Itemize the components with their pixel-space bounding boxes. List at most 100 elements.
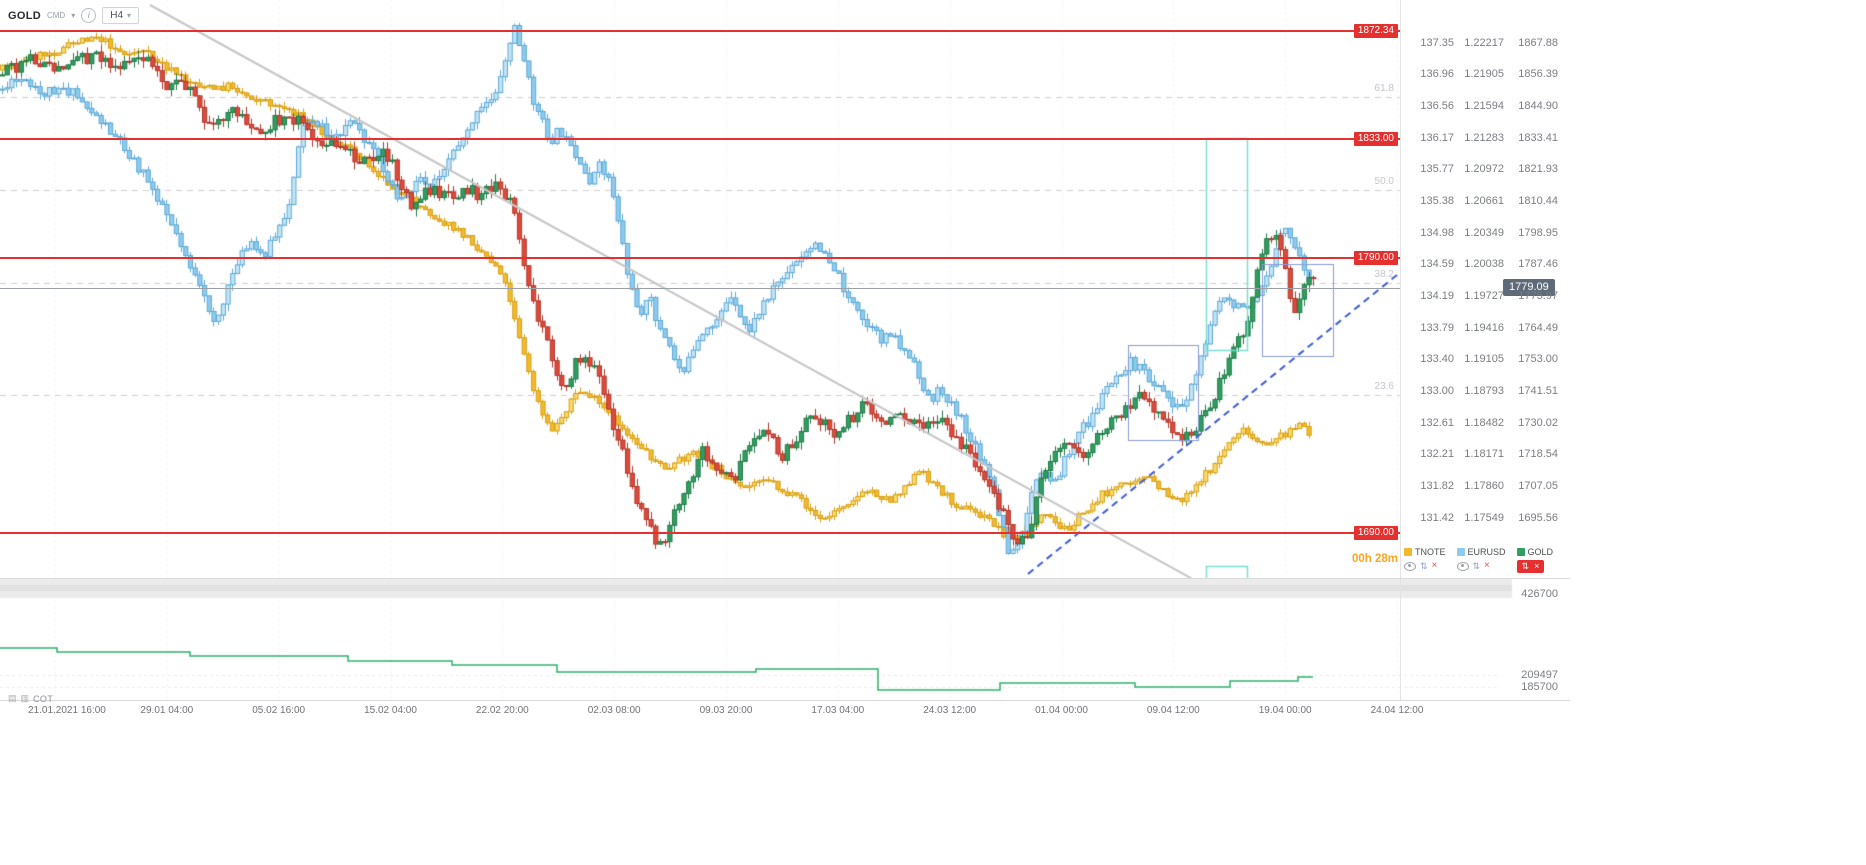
axis-value: 131.82 bbox=[1420, 479, 1454, 492]
time-axis-label: 15.02 04:00 bbox=[364, 705, 417, 716]
indicator-axis-value: 426700 bbox=[1521, 587, 1558, 600]
symbol-caret-icon[interactable]: ▾ bbox=[71, 11, 76, 20]
axis-value: 1798.95 bbox=[1518, 226, 1558, 239]
indicator-axis-value: 209497 bbox=[1521, 668, 1558, 681]
axis-value: 1.17860 bbox=[1464, 479, 1504, 492]
visibility-icon[interactable] bbox=[1404, 561, 1416, 571]
axis-value: 1.20038 bbox=[1464, 258, 1504, 271]
axis-value: 133.40 bbox=[1420, 353, 1454, 366]
axis-value: 1844.90 bbox=[1518, 99, 1558, 112]
legend-item-controls: ⇅ × bbox=[1404, 560, 1446, 572]
candle-countdown: 00h 28m bbox=[1351, 553, 1398, 565]
legend-item-header: EURUSD bbox=[1456, 547, 1506, 557]
time-axis-label: 01.04 00:00 bbox=[1035, 705, 1088, 716]
axis-value: 132.61 bbox=[1420, 416, 1454, 429]
axis-value: 1764.49 bbox=[1518, 321, 1558, 334]
remove-instrument-icon[interactable]: × bbox=[1431, 560, 1438, 571]
axis-value: 136.96 bbox=[1420, 68, 1454, 81]
indicator-pane-divider[interactable] bbox=[0, 578, 1570, 579]
legend-item-header: TNOTE bbox=[1404, 547, 1446, 557]
time-axis-label: 21.01.2021 16:00 bbox=[28, 705, 106, 716]
axis-value: 1.21905 bbox=[1464, 68, 1504, 81]
axis-value: 1718.54 bbox=[1518, 448, 1558, 461]
time-axis-label: 22.02 20:00 bbox=[475, 705, 529, 716]
legend-item-controls: ⇅ × bbox=[1456, 560, 1506, 572]
active-instrument-badge[interactable]: ⇅ × bbox=[1516, 559, 1545, 573]
axis-value: 131.42 bbox=[1420, 511, 1454, 524]
time-axis-label: 09.04 12:00 bbox=[1146, 705, 1200, 716]
timeframe-caret-icon: ▾ bbox=[127, 11, 132, 20]
timeframe-label: H4 bbox=[110, 10, 124, 21]
scale-toggle-icon[interactable]: ⇅ bbox=[1472, 561, 1481, 571]
axis-value: 1821.93 bbox=[1518, 163, 1558, 176]
price-axis-divider bbox=[1400, 0, 1401, 700]
axis-value: 137.35 bbox=[1420, 36, 1454, 49]
legend-item-tnote: TNOTE ⇅ × bbox=[1404, 547, 1446, 572]
axis-value: 1.19727 bbox=[1464, 289, 1504, 302]
axis-value: 1695.56 bbox=[1518, 511, 1558, 524]
axis-value: 1810.44 bbox=[1518, 194, 1558, 207]
axis-value: 1707.05 bbox=[1518, 479, 1558, 492]
price-axis-column-gold: 1867.88 1856.39 1844.90 1833.41 1821.93 1810.… bbox=[1502, 0, 1558, 720]
indicator-footer: ▤ ▥ COT bbox=[8, 693, 53, 704]
price-axis-column-tnote: 137.35 136.96 136.56 136.17 135.77 135.38 134.… bbox=[1398, 0, 1454, 720]
instrument-legend: TNOTE ⇅ × EURUSD ⇅ × GOLD ⇅ × bbox=[1404, 547, 1554, 573]
axis-value: 133.79 bbox=[1420, 321, 1454, 334]
indicator-tool-icon[interactable]: ▥ bbox=[20, 693, 30, 703]
axis-value: 1833.41 bbox=[1518, 131, 1558, 144]
axis-value: 132.21 bbox=[1420, 448, 1454, 461]
instrument-name: EURUSD bbox=[1467, 547, 1506, 557]
symbol-label[interactable]: GOLD bbox=[8, 9, 41, 22]
legend-item-controls: ⇅ × bbox=[1516, 559, 1554, 573]
time-axis-label: 17.03 04:00 bbox=[811, 705, 865, 716]
time-axis-divider bbox=[0, 700, 1570, 701]
axis-value: 1753.00 bbox=[1518, 353, 1558, 366]
scale-toggle-icon[interactable]: ⇅ bbox=[1521, 560, 1530, 571]
price-axis-column-eurusd: 1.22217 1.21905 1.21594 1.21283 1.20972 1.206… bbox=[1448, 0, 1504, 720]
time-axis-label: 29.01 04:00 bbox=[140, 705, 194, 716]
chart-header: GOLD CMD ▾ i H4 ▾ bbox=[8, 7, 140, 24]
axis-value: 1.18171 bbox=[1464, 448, 1504, 461]
remove-instrument-icon[interactable]: × bbox=[1534, 560, 1540, 571]
axis-value: 1.17549 bbox=[1464, 511, 1504, 524]
axis-value: 134.98 bbox=[1420, 226, 1454, 239]
axis-value: 1.18482 bbox=[1464, 416, 1504, 429]
timeframe-selector[interactable]: H4 ▾ bbox=[102, 7, 140, 24]
time-axis-label: 24.04 12:00 bbox=[1370, 705, 1424, 716]
axis-value: 1.21283 bbox=[1464, 131, 1504, 144]
time-axis[interactable]: 21.01.2021 16:00 29.01 04:00 05.02 16:00 15… bbox=[0, 0, 1570, 865]
indicator-name: COT bbox=[33, 693, 54, 704]
indicator-chart-icon[interactable]: ▤ bbox=[8, 693, 17, 703]
visibility-icon[interactable] bbox=[1456, 561, 1469, 571]
scale-toggle-icon[interactable]: ⇅ bbox=[1420, 561, 1428, 571]
axis-value: 1.19105 bbox=[1464, 353, 1504, 366]
axis-value: 1.20661 bbox=[1464, 194, 1504, 207]
time-axis-label: 24.03 12:00 bbox=[923, 705, 977, 716]
axis-value: 133.00 bbox=[1420, 384, 1454, 397]
instrument-name: GOLD bbox=[1527, 547, 1554, 557]
legend-item-header: GOLD bbox=[1516, 547, 1554, 557]
axis-value: 1741.51 bbox=[1518, 384, 1558, 397]
time-axis-label: 02.03 08:00 bbox=[587, 705, 641, 716]
price-axis[interactable]: 137.35 136.96 136.56 136.17 135.77 135.38 134.… bbox=[0, 0, 1866, 720]
legend-item-eurusd: EURUSD ⇅ × bbox=[1456, 547, 1506, 572]
axis-value: 1.21594 bbox=[1464, 99, 1504, 112]
remove-instrument-icon[interactable]: × bbox=[1484, 560, 1490, 571]
time-axis-label: 05.02 16:00 bbox=[252, 705, 306, 716]
instrument-color-swatch bbox=[1456, 548, 1465, 556]
indicator-axis-value: 185700 bbox=[1521, 680, 1558, 693]
indicator-axis-column: 426700 209497 185700 bbox=[1502, 0, 1558, 720]
axis-value: 1.20972 bbox=[1464, 163, 1504, 176]
axis-value: 1730.02 bbox=[1518, 416, 1558, 429]
axis-value: 1.19416 bbox=[1464, 321, 1504, 334]
axis-value: 135.77 bbox=[1420, 163, 1454, 176]
info-icon[interactable]: i bbox=[81, 8, 97, 23]
axis-value: 135.38 bbox=[1420, 194, 1454, 207]
axis-value: 1856.39 bbox=[1518, 68, 1558, 81]
legend-item-gold: GOLD ⇅ × bbox=[1516, 547, 1554, 573]
instrument-color-swatch bbox=[1516, 548, 1525, 556]
market-type-label: CMD bbox=[46, 11, 66, 20]
axis-value: 1867.88 bbox=[1518, 36, 1558, 49]
